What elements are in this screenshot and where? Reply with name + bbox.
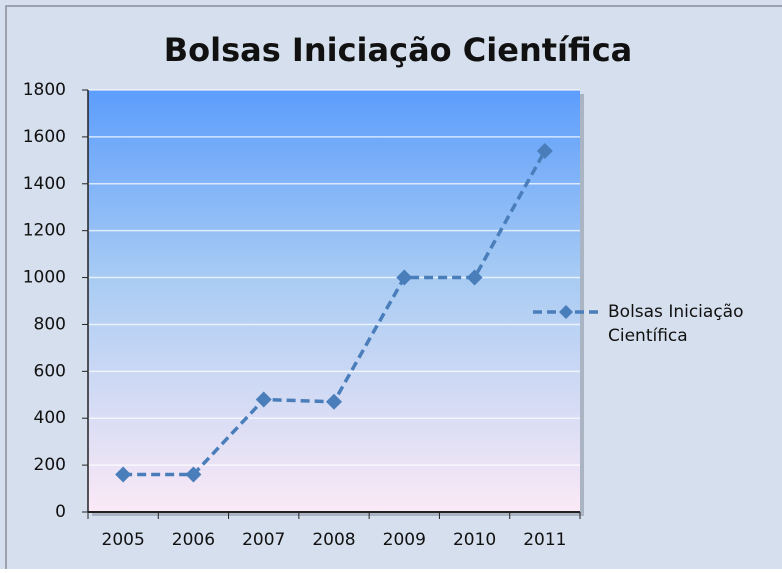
- data-point: [326, 393, 342, 410]
- data-point: [185, 466, 202, 483]
- x-tick-label: 2005: [102, 530, 145, 550]
- y-tick-label: 600: [34, 361, 66, 381]
- y-tick-label: 1600: [23, 127, 66, 147]
- y-tick-label: 0: [55, 502, 66, 522]
- y-tick-label: 1000: [23, 268, 66, 288]
- y-tick-label: 200: [34, 455, 66, 475]
- y-tick-label: 1400: [23, 174, 66, 194]
- y-tick-label: 400: [34, 408, 66, 428]
- x-tick-label: 2006: [172, 530, 215, 550]
- chart-title: Bolsas Iniciação Científica: [164, 31, 633, 69]
- data-point: [466, 269, 483, 286]
- plot-area: [88, 90, 580, 512]
- legend-label: Bolsas Iniciação Científica: [608, 302, 744, 346]
- data-point: [115, 466, 132, 483]
- y-tick-label: 1200: [23, 221, 66, 241]
- y-tick-label: 800: [34, 314, 66, 334]
- x-tick-label: 2007: [242, 530, 285, 550]
- x-tick-label: 2009: [383, 530, 426, 550]
- legend-marker: [559, 305, 573, 319]
- data-point: [536, 142, 553, 159]
- x-tick-label: 2010: [453, 530, 496, 550]
- data-point: [255, 391, 272, 408]
- y-tick-label: 1800: [23, 80, 66, 100]
- chart-border: [5, 5, 782, 569]
- data-point: [396, 269, 413, 286]
- x-tick-label: 2011: [523, 530, 566, 550]
- x-tick-label: 2008: [312, 530, 355, 550]
